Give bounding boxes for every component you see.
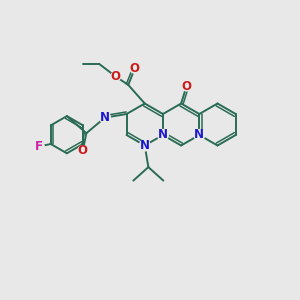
Circle shape — [111, 72, 121, 81]
Circle shape — [194, 130, 205, 140]
Circle shape — [140, 140, 150, 151]
Text: O: O — [78, 144, 88, 157]
Text: O: O — [130, 62, 140, 75]
Circle shape — [182, 81, 191, 91]
Text: N: N — [158, 128, 168, 142]
Circle shape — [34, 142, 44, 151]
Circle shape — [158, 130, 168, 140]
Circle shape — [78, 146, 88, 155]
Text: N: N — [194, 128, 204, 142]
Text: N: N — [100, 111, 110, 124]
Circle shape — [130, 64, 140, 73]
Text: N: N — [140, 139, 150, 152]
Circle shape — [100, 112, 110, 123]
Text: O: O — [182, 80, 191, 93]
Text: O: O — [111, 70, 121, 83]
Text: F: F — [35, 140, 44, 153]
